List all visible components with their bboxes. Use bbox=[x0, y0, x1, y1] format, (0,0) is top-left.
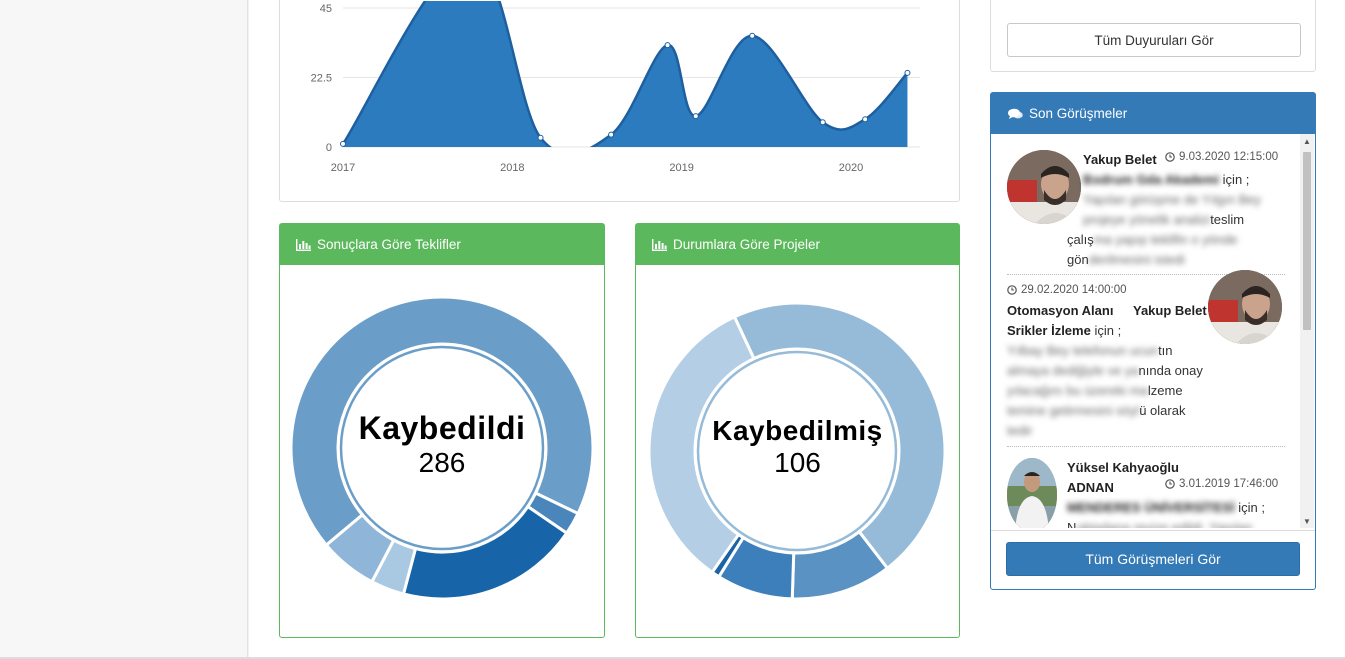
conversations-title: Son Görüşmeler bbox=[1029, 106, 1128, 121]
list-item[interactable]: 29.02.2020 14:00:00 Otomasyon Alanı Yaku… bbox=[1007, 270, 1285, 438]
projeler-donut-chart bbox=[647, 301, 947, 601]
conversations-footer: Tüm Görüşmeleri Gör bbox=[991, 530, 1315, 589]
teklifler-donut-chart bbox=[289, 295, 595, 601]
list-item[interactable]: Yüksel Kahyaoğlu 3.01.2019 17:46:00 ADNA… bbox=[1007, 456, 1285, 528]
conversations-header: Son Görüşmeler bbox=[991, 93, 1315, 134]
conversation-company: ADNAN bbox=[1067, 480, 1114, 495]
projeler-card-header: Durumlara Göre Projeler bbox=[636, 224, 959, 265]
conversations-scrollbar[interactable]: ▲ ▼ bbox=[1300, 134, 1314, 528]
data-point bbox=[692, 113, 699, 120]
teklifler-card-header: Sonuçlara Göre Teklifler bbox=[280, 224, 604, 265]
conversations-card: Son Görüşmeler Yakup Belet 9.03.2020 12:… bbox=[990, 92, 1316, 590]
scroll-down-icon[interactable]: ▼ bbox=[1303, 516, 1311, 526]
data-point bbox=[664, 42, 671, 49]
data-point bbox=[819, 119, 826, 126]
area-chart: 45 22.5 0 2017 2018 2019 2020 bbox=[311, 1, 920, 174]
donut-inner-ring bbox=[339, 345, 545, 551]
donut-slice[interactable] bbox=[401, 504, 569, 601]
conversation-person-name: Yüksel Kahyaoğlu bbox=[1067, 460, 1179, 475]
all-announcements-button[interactable]: Tüm Duyuruları Gör bbox=[1007, 23, 1301, 57]
teklifler-card-title: Sonuçlara Göre Teklifler bbox=[317, 237, 461, 252]
teklifler-donut-center-title: Kaybedildi bbox=[358, 410, 526, 446]
clock-icon bbox=[1007, 285, 1017, 295]
announcements-card: Tüm Duyuruları Gör bbox=[990, 0, 1316, 72]
data-point bbox=[749, 32, 756, 39]
donut-slice[interactable] bbox=[289, 295, 595, 548]
list-item[interactable]: Yakup Belet 9.03.2020 12:15:00 Bodrum Gd… bbox=[1007, 148, 1285, 273]
all-conversations-button[interactable]: Tüm Görüşmeleri Gör bbox=[1006, 542, 1300, 576]
bar-chart-icon bbox=[296, 238, 311, 251]
clock-icon bbox=[1165, 152, 1175, 162]
conversation-company: Otomasyon Alanı bbox=[1007, 303, 1114, 318]
conversation-time: 3.01.2019 17:46:00 bbox=[1165, 478, 1278, 490]
x-tick-label: 2020 bbox=[839, 162, 863, 174]
divider bbox=[1007, 274, 1285, 275]
conversation-time: 29.02.2020 14:00:00 bbox=[1007, 284, 1127, 296]
y-tick-label: 0 bbox=[326, 142, 332, 154]
data-point bbox=[862, 116, 869, 123]
avatar bbox=[1007, 150, 1081, 224]
projeler-donut-center-value: 106 bbox=[774, 447, 821, 478]
clock-icon bbox=[1165, 479, 1175, 489]
avatar bbox=[1208, 270, 1282, 344]
teklifler-card: Sonuçlara Göre Teklifler Kaybedildi 286 bbox=[279, 223, 605, 638]
data-point bbox=[904, 69, 911, 76]
conversation-person-name: Yakup Belet bbox=[1083, 152, 1157, 167]
scroll-up-icon[interactable]: ▲ bbox=[1303, 136, 1311, 146]
page-bottom-border bbox=[0, 657, 1345, 659]
conversation-time: 9.03.2020 12:15:00 bbox=[1165, 151, 1278, 163]
area-series-fill bbox=[343, 1, 908, 147]
comments-icon bbox=[1008, 108, 1023, 119]
x-tick-label: 2018 bbox=[500, 162, 524, 174]
teklifler-donut-center-value: 286 bbox=[418, 447, 466, 478]
bar-chart-icon bbox=[652, 238, 667, 251]
projeler-card: Durumlara Göre Projeler Kaybedilmiş 106 bbox=[635, 223, 960, 638]
donut-inner-ring bbox=[696, 350, 898, 552]
projeler-card-title: Durumlara Göre Projeler bbox=[673, 237, 821, 252]
data-point bbox=[340, 140, 346, 147]
avatar bbox=[1007, 458, 1057, 528]
y-tick-label: 45 bbox=[320, 3, 332, 15]
data-point bbox=[608, 131, 615, 138]
x-tick-label: 2017 bbox=[331, 162, 355, 174]
donut-slice[interactable] bbox=[732, 301, 947, 571]
x-tick-label: 2019 bbox=[669, 162, 693, 174]
conversations-list[interactable]: Yakup Belet 9.03.2020 12:15:00 Bodrum Gd… bbox=[991, 134, 1301, 528]
projeler-donut-center-title: Kaybedilmiş bbox=[712, 415, 883, 446]
donut-slice[interactable] bbox=[647, 314, 756, 575]
y-tick-label: 22.5 bbox=[311, 73, 332, 85]
donut-slice[interactable] bbox=[324, 512, 396, 584]
conversation-person-name: Yakup Belet bbox=[1133, 303, 1207, 318]
scroll-thumb[interactable] bbox=[1303, 152, 1311, 330]
area-chart-card: 45 22.5 0 2017 2018 2019 2020 bbox=[279, 0, 960, 202]
left-sidebar-panel bbox=[0, 0, 248, 659]
data-point bbox=[537, 134, 544, 141]
divider bbox=[1007, 446, 1285, 447]
